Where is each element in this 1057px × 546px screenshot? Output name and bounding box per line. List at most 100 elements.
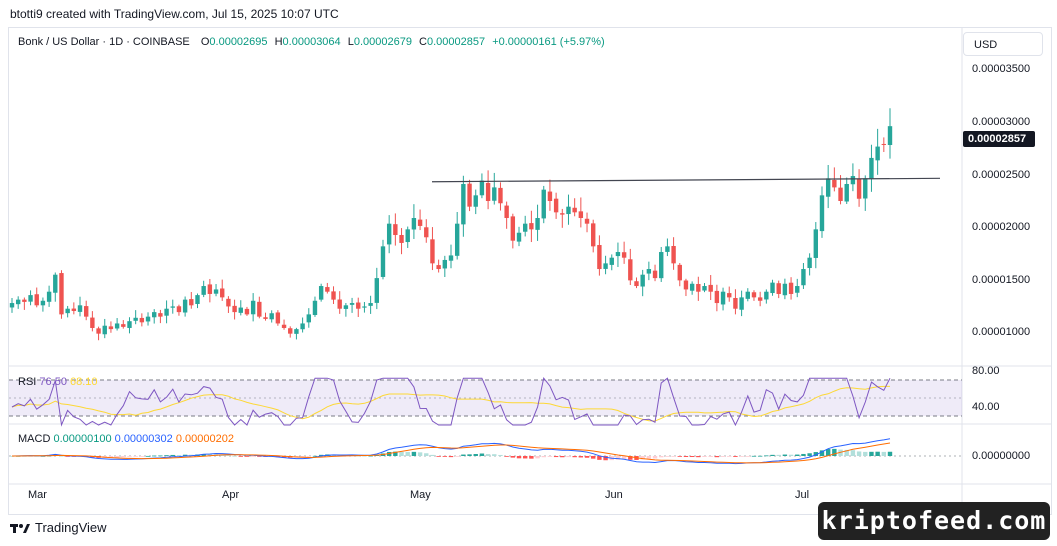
candle-body — [121, 324, 126, 327]
candle-body — [572, 207, 577, 213]
macd-histogram-bar — [436, 456, 441, 457]
candle-body — [83, 306, 89, 317]
last-price-tag: 0.00002857 — [963, 131, 1035, 147]
macd-histogram-bar — [442, 456, 448, 457]
macd-histogram-bar — [411, 451, 417, 456]
candle-body — [108, 326, 114, 330]
chart-frame — [8, 27, 1052, 515]
candle-body — [714, 290, 720, 304]
macd-histogram-bar — [751, 455, 757, 457]
macd-signal-line — [12, 442, 891, 464]
candle-body — [170, 306, 175, 308]
candle-body — [257, 301, 262, 317]
candle-body — [145, 316, 151, 322]
candle-body — [813, 229, 819, 258]
macd-histogram-bar — [628, 456, 633, 460]
macd-histogram-bar — [788, 454, 794, 456]
candle-body — [325, 287, 330, 292]
macd-histogram-bar — [553, 456, 559, 458]
candle-body — [578, 211, 584, 219]
candle-body — [615, 252, 621, 257]
candle-body — [244, 308, 250, 315]
candle-body — [510, 216, 516, 241]
time-tick-jun: Jun — [605, 489, 623, 501]
candle-body — [708, 284, 713, 292]
candle-body — [207, 284, 213, 294]
macd-histogram-bar — [201, 454, 206, 456]
macd-histogram-bar — [510, 456, 516, 458]
candle-body — [318, 286, 324, 300]
watermark-logo: kriptofeed.com — [818, 502, 1050, 540]
tradingview-logo[interactable]: TradingView — [10, 520, 107, 535]
macd-histogram-bar — [683, 456, 689, 457]
macd-histogram-bar — [114, 456, 120, 458]
macd-histogram-bar — [591, 456, 596, 459]
candle-body — [881, 143, 887, 145]
candle-body — [547, 191, 553, 201]
macd-histogram-bar — [782, 454, 788, 456]
macd-legend: MACD 0.00000100 0.00000302 0.00000202 — [18, 433, 234, 445]
macd-histogram-bar — [597, 456, 602, 460]
macd-histogram-bar — [640, 456, 645, 460]
macd-histogram-bar — [714, 456, 720, 458]
macd-histogram-bar — [529, 456, 534, 459]
candle-body — [751, 292, 757, 298]
candle-body — [844, 183, 849, 202]
macd-histogram-bar — [776, 454, 781, 456]
candle-body — [733, 297, 738, 309]
candle-body — [442, 259, 448, 269]
macd-tick-zero: 0.00000000 — [972, 450, 1031, 462]
candle-body — [164, 308, 169, 316]
macd-histogram-bar — [696, 456, 701, 458]
candle-body — [665, 246, 670, 252]
candle-body — [46, 291, 52, 302]
macd-histogram-bar — [448, 456, 454, 458]
candle-body — [541, 189, 546, 219]
candle-body — [479, 180, 485, 196]
macd-histogram-bar — [399, 451, 404, 456]
macd-histogram-bar — [795, 454, 800, 456]
macd-histogram-bar — [257, 456, 262, 457]
candle-body — [498, 187, 503, 204]
candle-body — [176, 306, 182, 313]
high-value: 0.00003064 — [282, 36, 341, 48]
candle-body — [696, 283, 701, 292]
symbol-legend: Bonk / US Dollar · 1D · COINBASE O0.0000… — [18, 36, 605, 48]
currency-button[interactable]: USD — [963, 32, 1043, 56]
macd-histogram-bar — [170, 454, 175, 456]
macd-histogram-bar — [250, 456, 256, 457]
candle-body — [133, 317, 138, 321]
macd-histogram-bar — [467, 454, 472, 456]
candle-body — [566, 206, 571, 215]
candle-body — [832, 179, 837, 188]
macd-histogram-bar — [244, 456, 250, 457]
macd-histogram-bar — [887, 451, 893, 456]
close-label: C — [419, 36, 427, 48]
candle-body — [343, 305, 349, 309]
candle-body — [795, 286, 800, 293]
macd-histogram-bar — [727, 456, 732, 457]
time-tick-jul: Jul — [795, 489, 810, 501]
macd-histogram-bar — [665, 456, 670, 457]
candle-body — [492, 187, 497, 201]
macd-histogram-bar — [306, 456, 311, 457]
candle-body — [807, 257, 812, 269]
macd-histogram-bar — [764, 455, 769, 457]
rsi-ma-value: 68.10 — [70, 376, 98, 388]
candle-body — [195, 295, 200, 304]
candle-body — [337, 299, 342, 309]
candle-body — [96, 328, 101, 334]
macd-histogram-bar — [312, 455, 318, 457]
macd-histogram-bar — [164, 455, 169, 456]
candle-body — [584, 218, 590, 224]
macd-signal-value: 0.00000202 — [175, 433, 234, 445]
candle-body — [288, 328, 293, 334]
macd-histogram-bar — [504, 456, 509, 457]
candle-body — [640, 274, 645, 287]
candle-body — [825, 178, 831, 197]
candle-body — [399, 235, 404, 243]
rsi-legend: RSI 76.50 68.10 — [18, 376, 98, 388]
time-tick-may: May — [410, 489, 431, 501]
macd-histogram-bar — [850, 450, 856, 456]
